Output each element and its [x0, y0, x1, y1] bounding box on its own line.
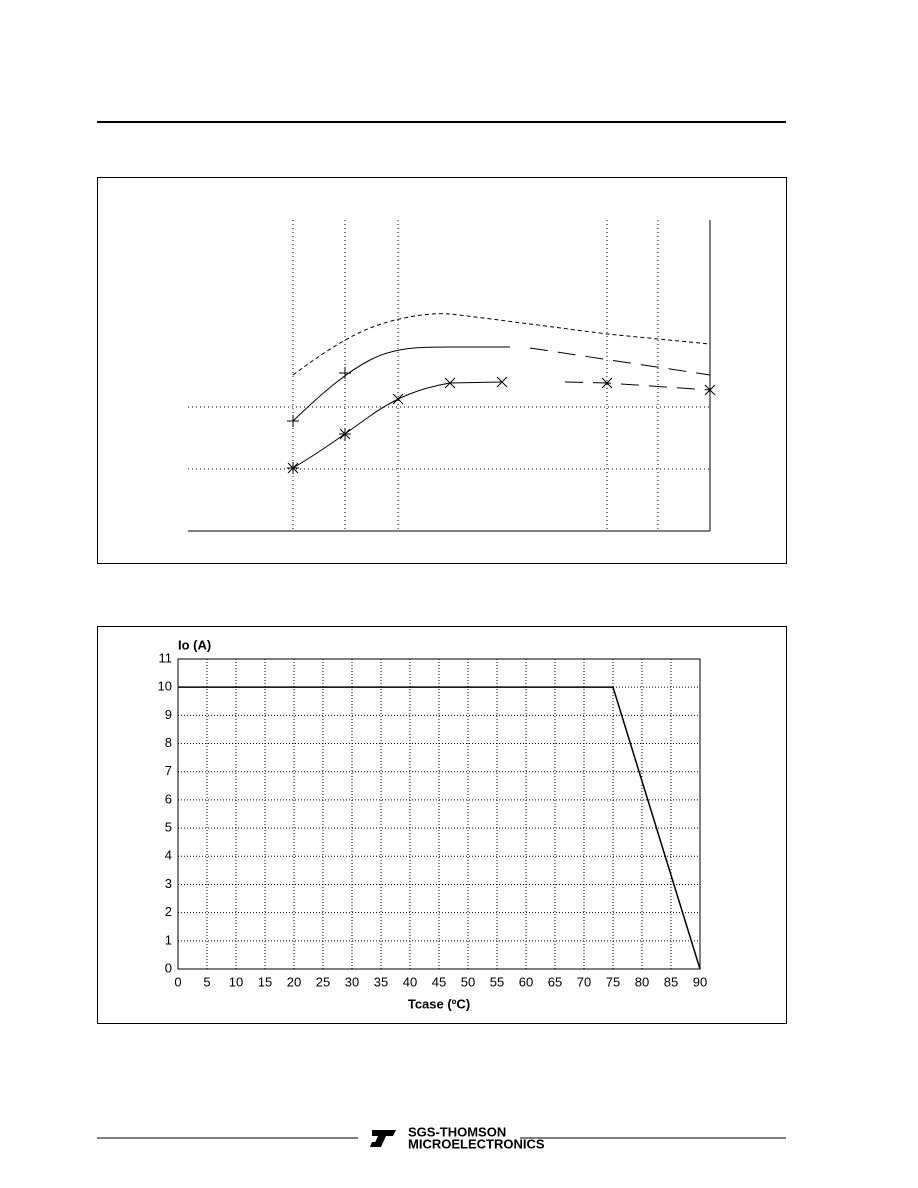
y-tick-label: 11 [159, 650, 173, 665]
upper-figure [188, 220, 716, 532]
x-tick-label: 90 [693, 974, 707, 989]
curve [529, 347, 711, 376]
x-tick-label: 35 [374, 974, 388, 989]
y-tick-label: 2 [165, 904, 172, 919]
curve [564, 381, 711, 391]
y-tick-label: 0 [165, 960, 172, 975]
brand-subtitle: MICROELECTRONICS [408, 1136, 545, 1151]
y-tick-label: 6 [165, 791, 172, 806]
x-tick-label: 75 [606, 974, 620, 989]
grid [188, 220, 710, 531]
x-tick-label: 30 [345, 974, 359, 989]
curve [292, 313, 711, 376]
x-tick-label: 10 [229, 974, 243, 989]
x-tick-label: 45 [432, 974, 446, 989]
x-tick-label: 5 [203, 974, 210, 989]
x-tick-label: 60 [519, 974, 533, 989]
x-tick-label: 20 [287, 974, 301, 989]
curve [292, 346, 510, 422]
y-tick-label: 7 [165, 763, 172, 778]
x-tick-label: 65 [548, 974, 562, 989]
y-tick-label: 5 [165, 820, 172, 835]
markers [287, 367, 716, 474]
y-tick-label: 4 [165, 848, 172, 863]
data-line [178, 686, 701, 970]
brand: SGS-THOMSON [408, 1124, 506, 1139]
figure-frame [97, 626, 787, 1024]
figure-frame [97, 177, 787, 564]
x-tick-label: 15 [258, 974, 272, 989]
x-tick-label: 85 [664, 974, 678, 989]
y-tick-label: 9 [165, 707, 172, 722]
x-tick-label: 25 [316, 974, 330, 989]
x-tick-label: 50 [461, 974, 475, 989]
x-tick-label: 70 [577, 974, 591, 989]
y-tick-label: 3 [165, 876, 172, 891]
x-tick-label: 80 [635, 974, 649, 989]
x-tick-label: 0 [174, 974, 181, 989]
curve [292, 381, 503, 469]
plot-frame [177, 658, 701, 970]
x-tick-label: 55 [490, 974, 504, 989]
x-tick-label: 40 [403, 974, 417, 989]
y-tick-label: 10 [158, 679, 172, 694]
x-axis-label: Tcase (ºC) [408, 996, 470, 1011]
y-tick-label: 1 [165, 932, 172, 947]
y-tick-label: 8 [165, 735, 172, 750]
logo-mark [370, 1130, 396, 1147]
y-axis-label: Io (A) [178, 637, 211, 652]
